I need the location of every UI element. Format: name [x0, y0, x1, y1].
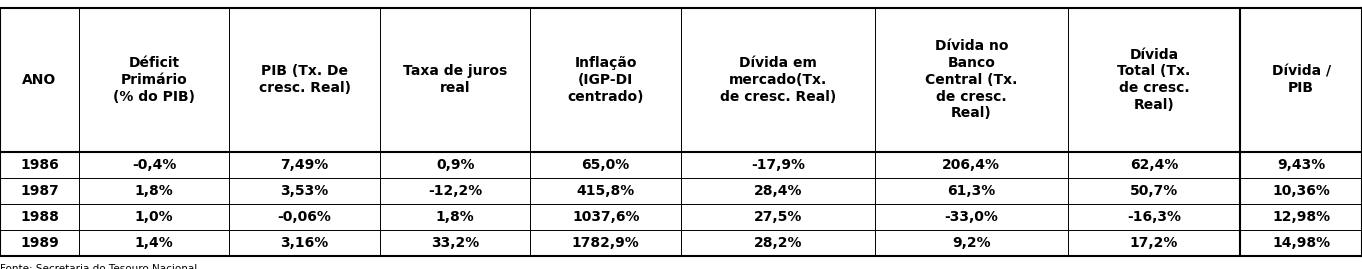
Text: 1986: 1986 [20, 158, 59, 172]
Text: 1037,6%: 1037,6% [572, 210, 640, 224]
Text: 1,8%: 1,8% [436, 210, 474, 224]
Text: Taxa de juros
real: Taxa de juros real [403, 65, 507, 95]
Text: 1,4%: 1,4% [135, 236, 173, 250]
Text: 9,2%: 9,2% [952, 236, 990, 250]
Text: PIB (Tx. De
cresc. Real): PIB (Tx. De cresc. Real) [259, 65, 350, 95]
Text: Inflação
(IGP-DI
centrado): Inflação (IGP-DI centrado) [568, 56, 644, 104]
Text: 17,2%: 17,2% [1130, 236, 1178, 250]
Text: 1988: 1988 [20, 210, 59, 224]
Text: 1,0%: 1,0% [135, 210, 173, 224]
Text: 10,36%: 10,36% [1272, 183, 1331, 198]
Text: 1,8%: 1,8% [135, 183, 173, 198]
Text: Fonte: Secretaria do Tesouro Nacional: Fonte: Secretaria do Tesouro Nacional [0, 264, 197, 269]
Text: 65,0%: 65,0% [582, 158, 629, 172]
Text: 1782,9%: 1782,9% [572, 236, 640, 250]
Text: 50,7%: 50,7% [1130, 183, 1178, 198]
Text: 3,53%: 3,53% [281, 183, 328, 198]
Text: 1987: 1987 [20, 183, 59, 198]
Text: 27,5%: 27,5% [753, 210, 802, 224]
Text: 28,4%: 28,4% [753, 183, 802, 198]
Text: 206,4%: 206,4% [943, 158, 1000, 172]
Text: -0,06%: -0,06% [278, 210, 331, 224]
Text: 7,49%: 7,49% [281, 158, 328, 172]
Text: 61,3%: 61,3% [947, 183, 996, 198]
Text: Dívida
Total (Tx.
de cresc.
Real): Dívida Total (Tx. de cresc. Real) [1117, 48, 1190, 112]
Text: 12,98%: 12,98% [1272, 210, 1331, 224]
Text: 9,43%: 9,43% [1278, 158, 1325, 172]
Text: 1989: 1989 [20, 236, 59, 250]
Text: 33,2%: 33,2% [430, 236, 479, 250]
Text: ANO: ANO [22, 73, 57, 87]
Text: 14,98%: 14,98% [1272, 236, 1331, 250]
Text: -33,0%: -33,0% [944, 210, 998, 224]
Text: Dívida em
mercado(Tx.
de cresc. Real): Dívida em mercado(Tx. de cresc. Real) [719, 56, 836, 104]
Text: 28,2%: 28,2% [753, 236, 802, 250]
Text: 62,4%: 62,4% [1130, 158, 1178, 172]
Text: Déficit
Primário
(% do PIB): Déficit Primário (% do PIB) [113, 56, 195, 104]
Text: 0,9%: 0,9% [436, 158, 474, 172]
Text: -0,4%: -0,4% [132, 158, 176, 172]
Text: 415,8%: 415,8% [576, 183, 635, 198]
Text: 3,16%: 3,16% [281, 236, 328, 250]
Text: -16,3%: -16,3% [1128, 210, 1181, 224]
Text: Dívida no
Banco
Central (Tx.
de cresc.
Real): Dívida no Banco Central (Tx. de cresc. R… [925, 39, 1017, 120]
Text: -17,9%: -17,9% [750, 158, 805, 172]
Text: Dívida /
PIB: Dívida / PIB [1272, 65, 1331, 95]
Text: -12,2%: -12,2% [428, 183, 482, 198]
